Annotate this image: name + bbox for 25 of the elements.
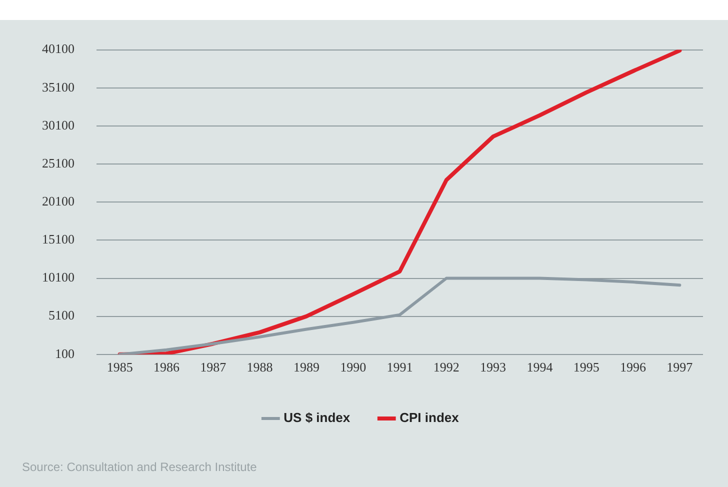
y-tick-label: 30100 [42,117,74,132]
x-tick-label: 1989 [293,360,320,375]
y-tick-label: 40100 [42,41,74,56]
x-tick-label: 1993 [480,360,506,375]
x-tick-label: 1991 [386,360,413,375]
y-tick-label: 5100 [48,308,74,323]
x-tick-label: 1994 [526,360,554,375]
x-tick-label: 1992 [433,360,460,375]
x-tick-label: 1985 [106,360,133,375]
y-tick-label: 20100 [42,194,74,209]
x-tick-label: 1987 [200,360,227,375]
y-tick-label: 15100 [42,232,74,247]
x-tick-label: 1986 [153,360,180,375]
legend-label: US $ index [284,410,351,426]
x-tick-label: 1996 [620,360,647,375]
x-tick-label: 1995 [573,360,600,375]
source-note: Source: Consultation and Research Institute [22,460,257,474]
legend-label: CPI index [400,410,460,426]
y-tick-label: 35100 [42,79,74,94]
x-tick-label: 1997 [666,360,694,375]
y-tick-label: 100 [55,346,74,361]
y-tick-label: 25100 [42,155,74,170]
x-tick-label: 1990 [340,360,366,375]
y-tick-label: 10100 [42,270,74,285]
x-tick-label: 1988 [246,360,273,375]
